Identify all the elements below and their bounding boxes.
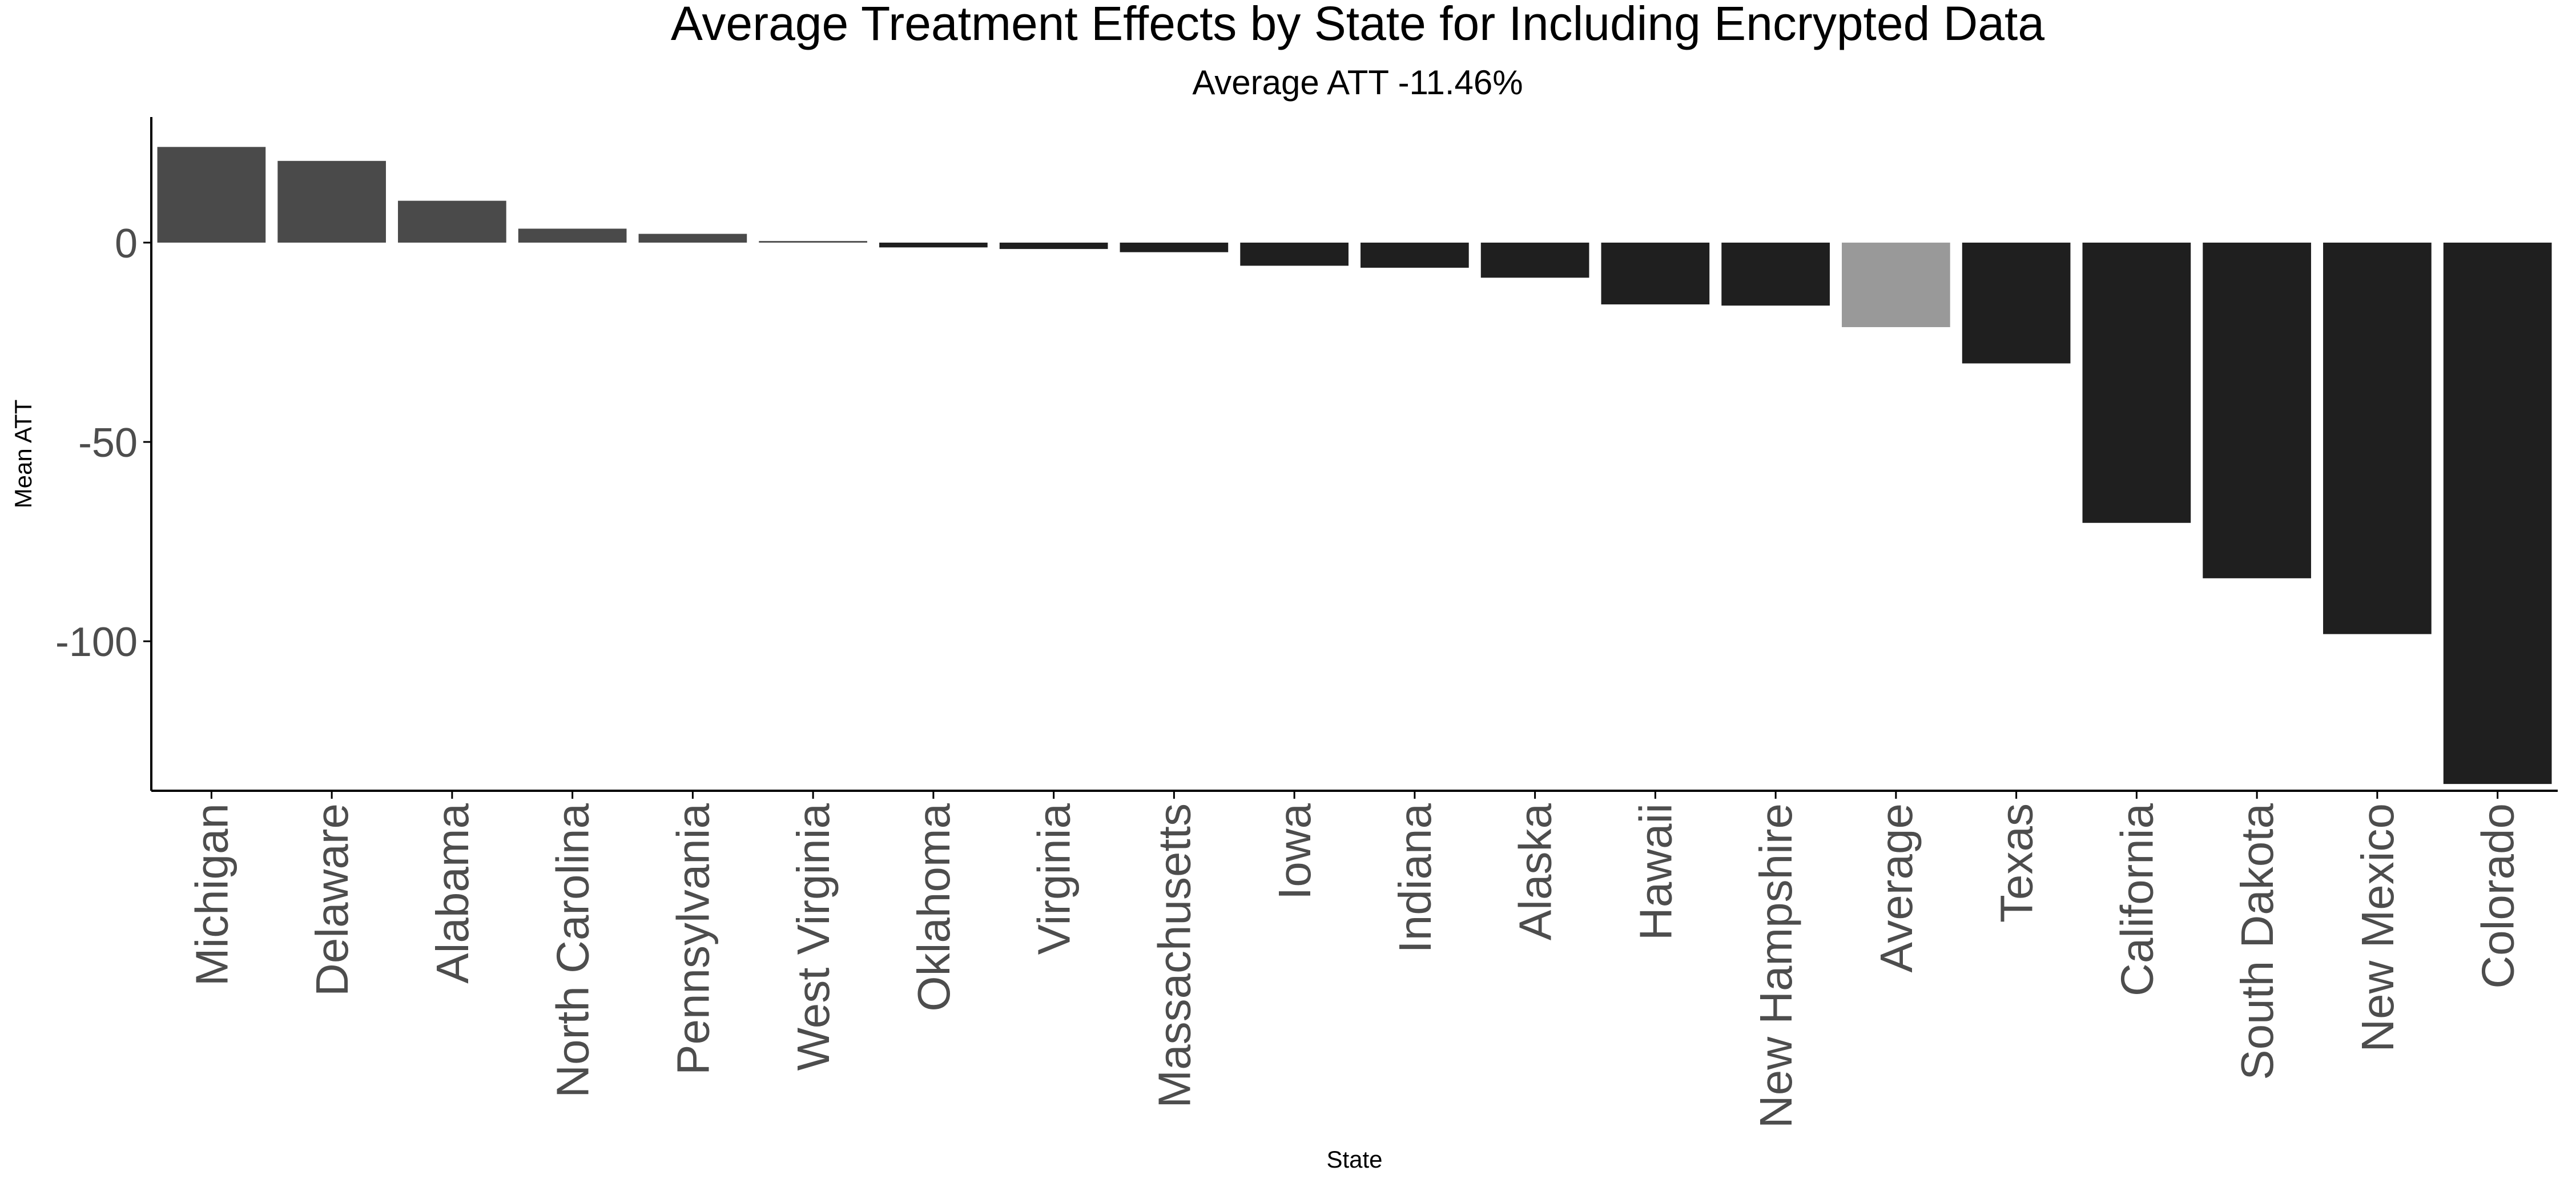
chart-title: Average Treatment Effects by State for I… — [671, 0, 2045, 50]
x-tick-label: New Mexico — [2352, 803, 2403, 1052]
y-tick-label: -100 — [55, 619, 138, 665]
x-tick-label: Delaware — [307, 803, 357, 996]
x-tick-label: North Carolina — [548, 803, 598, 1097]
x-tick-label: South Dakota — [2232, 803, 2283, 1080]
bar-south-dakota — [2203, 242, 2311, 578]
x-tick-label: West Virginia — [788, 803, 839, 1071]
x-tick-label: Texas — [1991, 803, 2042, 923]
bar-virginia — [999, 242, 1108, 250]
x-axis-title: State — [1326, 1146, 1382, 1173]
x-tick-label: California — [2111, 803, 2162, 996]
x-tick-label: Pennsylvania — [667, 803, 718, 1075]
bar-iowa — [1240, 242, 1349, 266]
x-tick-label: New Hampshire — [1750, 803, 1801, 1128]
bar-north-carolina — [518, 228, 627, 243]
bar-new-hampshire — [1721, 242, 1830, 306]
bar-delaware — [277, 160, 386, 243]
x-tick-label: Oklahoma — [908, 803, 959, 1011]
bar-alaska — [1480, 242, 1589, 278]
bar-indiana — [1361, 242, 1469, 268]
bar-alabama — [398, 200, 506, 243]
bar-average — [1842, 242, 1950, 327]
bar-michigan — [157, 147, 266, 243]
bar-oklahoma — [879, 242, 988, 248]
x-tick-label: Colorado — [2473, 803, 2523, 989]
bar-new-mexico — [2323, 242, 2432, 634]
x-tick-label: Iowa — [1269, 803, 1320, 899]
bar-hawaii — [1601, 242, 1710, 305]
bar-colorado — [2443, 242, 2552, 784]
x-tick-label: Alaska — [1510, 803, 1561, 941]
chart-subtitle: Average ATT -11.46% — [1192, 63, 1523, 102]
x-tick-label: Indiana — [1390, 803, 1440, 953]
x-tick-label: Michigan — [186, 803, 237, 986]
x-tick-label: Hawaii — [1630, 803, 1681, 940]
x-tick-label: Massachusetts — [1149, 803, 1200, 1108]
x-tick-label: Virginia — [1029, 803, 1080, 955]
bar-pennsylvania — [638, 234, 747, 243]
bar-texas — [1962, 242, 2071, 364]
bars-group — [157, 147, 2552, 784]
y-axis-title: Mean ATT — [10, 400, 37, 509]
y-tick-label: 0 — [115, 221, 138, 267]
y-tick-label: -50 — [78, 420, 138, 466]
bar-california — [2082, 242, 2191, 523]
x-tick-label: Average — [1871, 803, 1922, 973]
bar-west-virginia — [759, 241, 867, 243]
x-axis-ticks: Michigan Delaware Alabama North Carolina Pen… — [186, 791, 2523, 1128]
y-axis-ticks: 0 -50 -100 — [55, 221, 151, 665]
bar-massachusetts — [1120, 242, 1229, 252]
x-tick-label: Alabama — [427, 803, 478, 984]
